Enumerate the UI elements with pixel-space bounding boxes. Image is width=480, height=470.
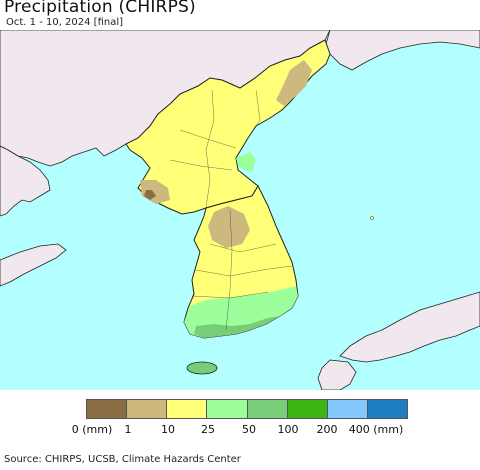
legend-label-5: 100 [277,423,299,436]
legend-label-2: 10 [161,423,175,436]
source-credit: Source: CHIRPS, UCSB, Climate Hazards Ce… [4,454,241,465]
map-subtitle: Oct. 1 - 10, 2024 [final] [6,17,124,28]
dry-patch-northeast [276,60,312,106]
map-title: Precipitation (CHIRPS) [4,0,196,17]
jeju-island [186,361,218,375]
legend-label-3: 25 [201,423,215,436]
legend-swatch-2 [167,400,208,418]
wet-band-south-coast [194,316,280,338]
precipitation-map [0,30,480,390]
legend-swatch-1 [127,400,168,418]
legend: 0 (mm) 1 10 25 50 100 200 400 (mm) [0,399,480,439]
russia-landmass [325,30,480,71]
ulleung-island [370,216,374,220]
legend-colorbar [86,399,408,419]
legend-label-6: 200 [316,423,338,436]
dry-patch-west [144,190,156,200]
province-boundaries [169,89,293,331]
legend-swatch-4 [247,400,288,418]
legend-swatch-0 [87,400,128,418]
legend-label-1: 1 [124,423,132,436]
legend-swatch-3 [207,400,248,418]
legend-swatch-7 [367,400,407,418]
legend-label-7: 400 (mm) [348,423,404,436]
legend-label-0: 0 (mm) [71,423,113,436]
japan-kyushu [317,359,357,390]
shandong-peninsula [0,243,67,287]
legend-swatch-6 [327,400,368,418]
wet-patch-east-coast [236,152,256,172]
japan-landmass [339,291,480,363]
dry-patch-central [208,206,250,248]
legend-swatch-5 [287,400,328,418]
liaodong-peninsula [0,145,51,217]
legend-label-4: 50 [242,423,256,436]
